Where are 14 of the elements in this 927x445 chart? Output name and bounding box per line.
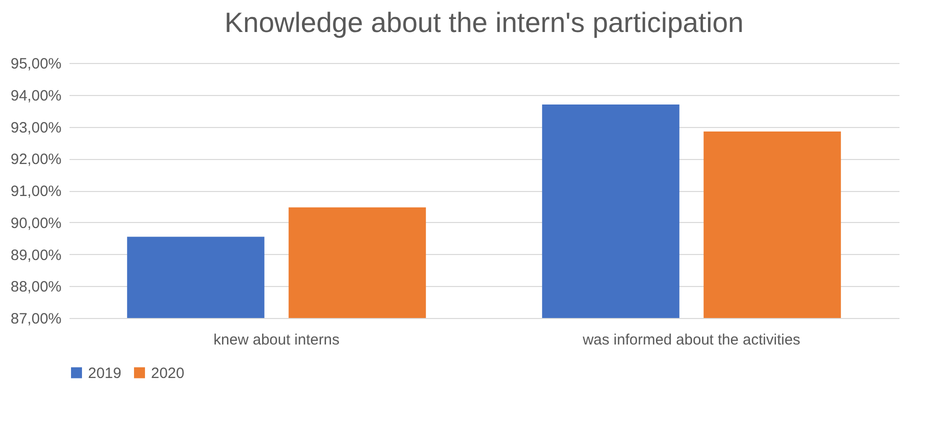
y-tick-label: 88,00%: [10, 278, 62, 296]
chart-title: Knowledge about the intern's participation: [224, 7, 744, 38]
legend-label: 2019: [88, 364, 122, 382]
y-tick-label: 89,00%: [10, 246, 62, 264]
y-tick-label: 94,00%: [10, 87, 62, 104]
legend-label: 2020: [151, 364, 184, 382]
x-tick-label: knew about interns: [214, 332, 340, 348]
y-tick-label: 87,00%: [10, 310, 62, 328]
y-tick-label: 91,00%: [10, 183, 62, 200]
x-tick-label: was informed about the activities: [582, 332, 800, 348]
y-tick-label: 90,00%: [10, 214, 62, 232]
y-tick-label: 92,00%: [10, 151, 62, 168]
y-tick-label: 93,00%: [10, 119, 62, 136]
y-tick-label: 95,00%: [10, 56, 62, 72]
